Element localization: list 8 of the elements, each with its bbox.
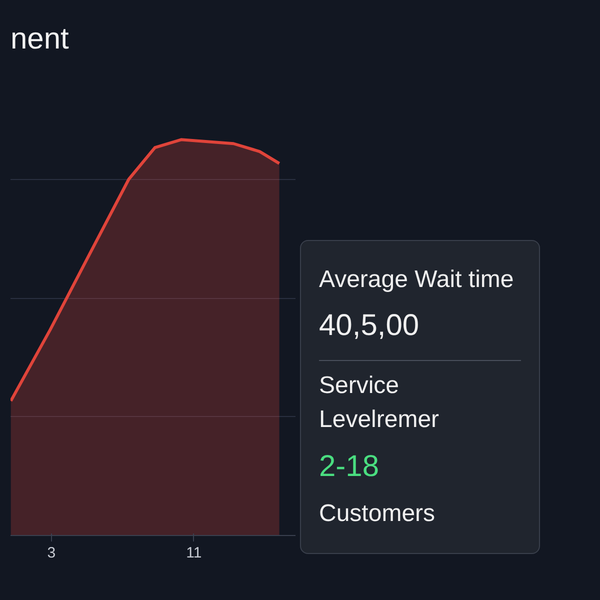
x-tick-label: 3: [47, 544, 56, 562]
text: Customers: [319, 498, 436, 529]
text: 40,5,00: [319, 305, 521, 362]
text: Service Levelremer: [319, 371, 440, 436]
x-tick-label: 11: [186, 544, 202, 562]
chart-title: nent: [10, 22, 70, 56]
text: 2-18: [319, 448, 380, 485]
text: Average Wait time: [319, 265, 515, 295]
